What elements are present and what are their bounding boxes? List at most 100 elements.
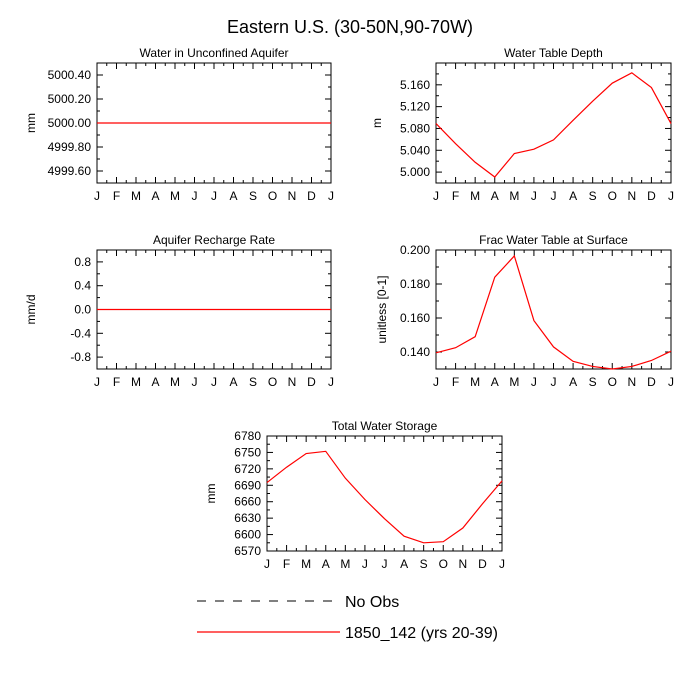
panel-title: Aquifer Recharge Rate — [153, 233, 275, 247]
y-tick-label: 5.160 — [400, 78, 430, 92]
figure-title: Eastern U.S. (30-50N,90-70W) — [227, 17, 473, 37]
x-tick-label: S — [589, 189, 597, 203]
y-axis-label: unitless [0-1] — [375, 275, 389, 343]
x-tick-label: A — [151, 189, 159, 203]
panel-title: Frac Water Table at Surface — [479, 233, 628, 247]
x-tick-label: J — [551, 189, 557, 203]
x-tick-label: N — [288, 375, 297, 389]
x-tick-label: J — [433, 189, 439, 203]
x-tick-label: J — [551, 375, 557, 389]
y-tick-label: 0.180 — [400, 277, 430, 291]
y-tick-label: -0.4 — [70, 326, 91, 340]
x-tick-label: N — [288, 189, 297, 203]
x-tick-label: J — [433, 375, 439, 389]
x-tick-label: D — [647, 375, 656, 389]
y-tick-label: 0.200 — [400, 243, 430, 257]
x-tick-label: O — [608, 189, 617, 203]
series-line-1850-142-yrs-20-39 — [266, 450, 503, 544]
x-tick-label: N — [627, 375, 636, 389]
x-tick-label: M — [470, 375, 480, 389]
y-tick-label: 5.040 — [400, 143, 430, 157]
x-tick-label: J — [382, 557, 388, 571]
x-tick-label: M — [170, 189, 180, 203]
x-tick-label: J — [531, 375, 537, 389]
panel-title: Total Water Storage — [332, 419, 438, 433]
y-tick-label: 0.140 — [400, 345, 430, 359]
x-tick-label: J — [94, 375, 100, 389]
y-tick-label: 0.4 — [74, 279, 91, 293]
x-tick-label: D — [307, 375, 316, 389]
y-tick-label: 5.000 — [400, 165, 430, 179]
x-tick-label: S — [249, 375, 257, 389]
plot-frame — [435, 249, 672, 370]
x-tick-label: J — [362, 557, 368, 571]
y-tick-label: 6750 — [234, 445, 261, 459]
x-tick-label: M — [509, 375, 519, 389]
y-tick-label: 4999.60 — [48, 164, 92, 178]
y-tick-label: 0.160 — [400, 311, 430, 325]
x-tick-label: N — [627, 189, 636, 203]
x-tick-label: M — [340, 557, 350, 571]
x-tick-label: A — [229, 189, 237, 203]
x-tick-label: J — [192, 189, 198, 203]
y-tick-label: 5000.20 — [48, 92, 92, 106]
y-axis-label: mm — [204, 484, 218, 504]
x-tick-label: J — [668, 189, 674, 203]
x-tick-label: J — [192, 375, 198, 389]
x-tick-label: M — [301, 557, 311, 571]
series-line-1850-142-yrs-20-39 — [435, 72, 672, 178]
x-tick-label: F — [452, 189, 459, 203]
x-tick-label: J — [668, 375, 674, 389]
y-tick-label: 6720 — [234, 462, 261, 476]
legend-label-no-obs: No Obs — [345, 594, 399, 611]
y-tick-label: 6780 — [234, 429, 261, 443]
x-tick-label: N — [458, 557, 467, 571]
y-tick-label: 5000.40 — [48, 68, 92, 82]
x-tick-label: M — [509, 189, 519, 203]
x-tick-label: A — [229, 375, 237, 389]
x-tick-label: S — [589, 375, 597, 389]
x-tick-label: M — [131, 189, 141, 203]
x-tick-label: S — [249, 189, 257, 203]
y-tick-label: 5000.00 — [48, 116, 92, 130]
x-tick-label: A — [151, 375, 159, 389]
x-tick-label: S — [420, 557, 428, 571]
y-tick-label: -0.8 — [70, 350, 91, 364]
x-tick-label: O — [439, 557, 448, 571]
y-axis-label: mm — [24, 113, 38, 133]
y-axis-label: mm/d — [24, 295, 38, 325]
x-tick-label: M — [170, 375, 180, 389]
plot-frame — [266, 435, 503, 552]
x-tick-label: J — [328, 189, 334, 203]
y-tick-label: 0.8 — [74, 255, 91, 269]
y-tick-label: 6630 — [234, 511, 261, 525]
x-tick-label: A — [491, 375, 499, 389]
x-tick-label: F — [452, 375, 459, 389]
panel-title: Water Table Depth — [504, 46, 603, 60]
x-tick-label: O — [268, 375, 277, 389]
x-tick-label: A — [400, 557, 408, 571]
x-tick-label: J — [211, 375, 217, 389]
x-tick-label: F — [113, 189, 120, 203]
series-line-1850-142-yrs-20-39 — [435, 254, 672, 370]
plot-frame — [435, 62, 672, 184]
x-tick-label: D — [647, 189, 656, 203]
legend-label-model: 1850_142 (yrs 20-39) — [345, 625, 498, 642]
y-tick-label: 6600 — [234, 528, 261, 542]
x-tick-label: J — [499, 557, 505, 571]
x-tick-label: F — [113, 375, 120, 389]
y-axis-label: m — [370, 118, 384, 128]
x-tick-label: D — [307, 189, 316, 203]
y-tick-label: 6660 — [234, 495, 261, 509]
x-tick-label: A — [322, 557, 330, 571]
x-tick-label: J — [211, 189, 217, 203]
x-tick-label: J — [328, 375, 334, 389]
x-tick-label: J — [264, 557, 270, 571]
y-tick-label: 6690 — [234, 478, 261, 492]
x-tick-label: O — [268, 189, 277, 203]
